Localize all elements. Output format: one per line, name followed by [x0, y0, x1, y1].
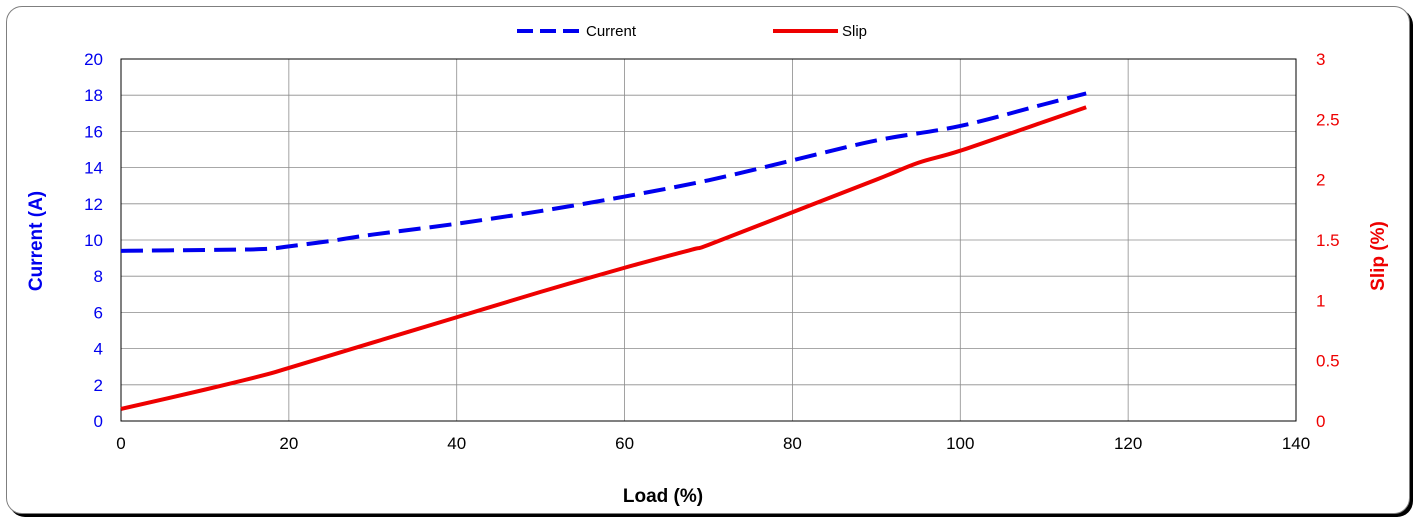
x-tick-label: 0: [116, 434, 125, 453]
series-line-current: [120, 91, 1087, 253]
left-y-tick-label: 12: [84, 195, 103, 214]
left-y-tick-label: 18: [84, 86, 103, 105]
legend: Current Slip: [517, 23, 867, 40]
right-y-tick-label: 1: [1316, 291, 1325, 310]
right-y-tick-label: 2: [1316, 171, 1325, 190]
left-y-tick-label: 14: [84, 159, 103, 178]
series-lines: [120, 91, 1087, 411]
left-y-tick-label: 2: [94, 376, 103, 395]
left-y-tick-label: 0: [94, 412, 103, 431]
legend-label-current: Current: [586, 23, 637, 40]
right-y-tick-label: 0: [1316, 412, 1325, 431]
left-y-tick-label: 4: [94, 340, 103, 359]
left-y-tick-label: 6: [94, 303, 103, 322]
legend-item-current: Current: [517, 23, 637, 40]
left-y-tick-label: 10: [84, 231, 103, 250]
x-tick-label: 60: [615, 434, 634, 453]
left-y-axis-title: Current (A): [26, 191, 47, 291]
left-y-tick-label: 16: [84, 122, 103, 141]
right-y-tick-label: 2.5: [1316, 110, 1340, 129]
x-tick-label: 120: [1114, 434, 1142, 453]
x-tick-label: 80: [783, 434, 802, 453]
x-tick-label: 140: [1282, 434, 1310, 453]
series-line-slip: [120, 105, 1087, 411]
right-y-tick-label: 3: [1316, 50, 1325, 69]
chart-frame: [6, 6, 1410, 514]
left-y-tick-label: 20: [84, 50, 103, 69]
tick-labels: 0 20 40 60 80 100 120 1400246810121416182000.51…: [84, 50, 1340, 453]
x-axis-title: Load (%): [623, 486, 703, 507]
plot-area: [120, 58, 1297, 422]
legend-item-slip: Slip: [773, 23, 867, 40]
right-y-axis-title: Slip (%): [1368, 221, 1389, 291]
x-tick-label: 20: [279, 434, 298, 453]
right-y-tick-label: 0.5: [1316, 352, 1340, 371]
left-y-tick-label: 8: [94, 267, 103, 286]
x-tick-label: 40: [447, 434, 466, 453]
legend-label-slip: Slip: [842, 23, 867, 40]
x-tick-label: 100: [946, 434, 974, 453]
right-y-tick-label: 1.5: [1316, 231, 1340, 250]
